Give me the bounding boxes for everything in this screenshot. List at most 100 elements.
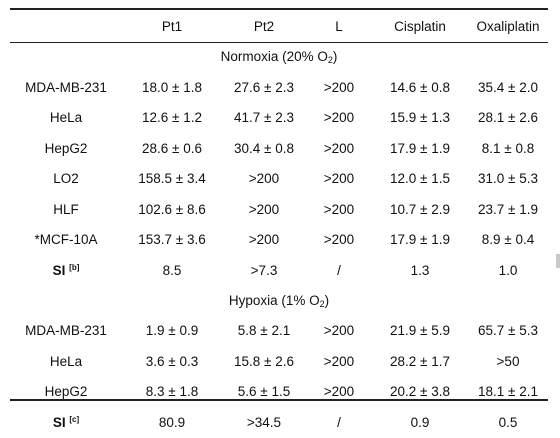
si-row: SI [b] 8.5 >7.3 / 1.3 1.0 xyxy=(10,255,548,286)
table-row: LO2 158.5 ± 3.4 >200 >200 12.0 ± 1.5 31.0 ± 5… xyxy=(10,164,548,195)
table-cell: 102.6 ± 8.6 xyxy=(138,201,206,217)
section-hypoxia-title: Hypoxia (1% O2) xyxy=(228,292,330,309)
table-row: HepG2 8.3 ± 1.8 5.6 ± 1.5 >200 20.2 ± 3.8 18.… xyxy=(10,377,548,408)
row-label: MDA-MB-231 xyxy=(25,323,107,339)
table-cell: >200 xyxy=(248,232,280,248)
table-cell: 5.8 ± 2.1 xyxy=(237,323,291,339)
table-cell: 12.0 ± 1.5 xyxy=(390,171,450,187)
si-cell: >7.3 xyxy=(250,262,278,278)
table-cell: 28.2 ± 1.7 xyxy=(390,353,450,369)
si-label: SI [b] xyxy=(10,255,122,286)
si-footnote-mark: [c] xyxy=(69,414,80,424)
table-cell: 65.7 ± 5.3 xyxy=(478,323,538,339)
table-cell: >200 xyxy=(248,171,280,187)
table-cell: >200 xyxy=(323,353,355,369)
header-rule xyxy=(10,42,548,43)
data-table-document: Pt1 Pt2 L Cisplatin Oxaliplatin Normoxia… xyxy=(10,8,560,430)
header-cisplatin: Cisplatin xyxy=(394,18,446,34)
table-cell: 28.6 ± 0.6 xyxy=(142,140,202,156)
si-cell: >34.5 xyxy=(246,414,282,430)
table-cell: 10.7 ± 2.9 xyxy=(390,201,450,217)
table-cell: >200 xyxy=(323,171,355,187)
table-row: *MCF-10A 153.7 ± 3.6 >200 >200 17.9 ± 1.9 8.9… xyxy=(10,225,548,256)
table-cell: >200 xyxy=(248,201,280,217)
table-cell: 23.7 ± 1.9 xyxy=(478,201,538,217)
header-oxaliplatin: Oxaliplatin xyxy=(476,18,540,34)
row-label: *MCF-10A xyxy=(34,232,98,248)
table-row: MDA-MB-231 1.9 ± 0.9 5.8 ± 2.1 >200 21.9 ± 5… xyxy=(10,316,548,347)
table-cell: 21.9 ± 5.9 xyxy=(390,323,450,339)
header-pt2: Pt2 xyxy=(253,18,275,34)
si-cell: 80.9 xyxy=(158,414,186,430)
hypoxia-rows: MDA-MB-231 1.9 ± 0.9 5.8 ± 2.1 >200 21.9 ± 5… xyxy=(10,316,548,438)
table-row: HeLa 3.6 ± 0.3 15.8 ± 2.6 >200 28.2 ± 1.7 >50 xyxy=(10,346,548,377)
table-header-row: Pt1 Pt2 L Cisplatin Oxaliplatin xyxy=(10,10,548,42)
header-blank xyxy=(10,10,122,42)
table-cell: >200 xyxy=(323,110,355,126)
table-cell: >200 xyxy=(323,79,355,95)
table-cell: >200 xyxy=(323,384,355,400)
si-label-text: SI xyxy=(52,414,66,430)
table-cell: 5.6 ± 1.5 xyxy=(237,384,291,400)
table-cell: 35.4 ± 2.0 xyxy=(478,79,538,95)
table-cell: >50 xyxy=(496,353,520,369)
section-normoxia-row: Normoxia (20% O2) xyxy=(10,42,548,72)
table-cell: 20.2 ± 3.8 xyxy=(390,384,450,400)
table-cell: 17.9 ± 1.9 xyxy=(390,140,450,156)
section-normoxia-title: Normoxia (20% O2) xyxy=(220,49,338,65)
table-cell: 31.0 ± 5.3 xyxy=(478,171,538,187)
si-cell: / xyxy=(337,262,341,278)
ic50-table: Pt1 Pt2 L Cisplatin Oxaliplatin Normoxia… xyxy=(10,10,548,438)
bottom-rule xyxy=(10,399,548,401)
top-rule xyxy=(10,8,548,10)
table-row: MDA-MB-231 18.0 ± 1.8 27.6 ± 2.3 >200 14.6 ±… xyxy=(10,72,548,103)
row-label: HeLa xyxy=(49,353,83,369)
table-cell: 15.8 ± 2.6 xyxy=(234,353,294,369)
table-cell: >200 xyxy=(323,140,355,156)
header-l: L xyxy=(335,18,343,34)
table-cell: 12.6 ± 1.2 xyxy=(142,110,202,126)
table-cell: 18.1 ± 2.1 xyxy=(478,384,538,400)
row-label: LO2 xyxy=(53,171,79,187)
table-cell: >200 xyxy=(323,201,355,217)
si-row: SI [c] 80.9 >34.5 / 0.9 0.5 xyxy=(10,407,548,438)
table-cell: 158.5 ± 3.4 xyxy=(138,171,206,187)
si-footnote-mark: [b] xyxy=(69,262,80,272)
table-cell: 8.1 ± 0.8 xyxy=(481,140,535,156)
row-label: HLF xyxy=(53,201,79,217)
si-cell: 0.5 xyxy=(498,414,518,430)
scroll-marker xyxy=(556,254,560,268)
table-cell: 18.0 ± 1.8 xyxy=(142,79,202,95)
table-cell: 41.7 ± 2.3 xyxy=(234,110,294,126)
row-label: HepG2 xyxy=(44,384,88,400)
normoxia-rows: MDA-MB-231 18.0 ± 1.8 27.6 ± 2.3 >200 14.6 ±… xyxy=(10,72,548,286)
si-cell: 8.5 xyxy=(162,262,182,278)
section-hypoxia-row: Hypoxia (1% O2) xyxy=(10,286,548,316)
table-cell: 28.1 ± 2.6 xyxy=(478,110,538,126)
table-cell: 1.9 ± 0.9 xyxy=(145,323,199,339)
table-cell: 14.6 ± 0.8 xyxy=(390,79,450,95)
row-label: HeLa xyxy=(49,110,83,126)
row-label: MDA-MB-231 xyxy=(25,79,107,95)
si-label: SI [c] xyxy=(10,407,122,438)
si-cell: 1.3 xyxy=(410,262,430,278)
si-cell: 0.9 xyxy=(410,414,430,430)
si-cell: / xyxy=(337,414,341,430)
table-cell: 15.9 ± 1.3 xyxy=(390,110,450,126)
si-label-text: SI xyxy=(52,262,66,278)
table-row: HepG2 28.6 ± 0.6 30.4 ± 0.8 >200 17.9 ± 1.9 8… xyxy=(10,133,548,164)
table-row: HLF 102.6 ± 8.6 >200 >200 10.7 ± 2.9 23.7 ± 1… xyxy=(10,194,548,225)
table-cell: 3.6 ± 0.3 xyxy=(145,353,199,369)
table-cell: 27.6 ± 2.3 xyxy=(234,79,294,95)
table-cell: 17.9 ± 1.9 xyxy=(390,232,450,248)
table-cell: >200 xyxy=(323,232,355,248)
table-cell: 8.3 ± 1.8 xyxy=(145,384,199,400)
row-label: HepG2 xyxy=(44,140,88,156)
table-cell: 30.4 ± 0.8 xyxy=(234,140,294,156)
table-cell: 8.9 ± 0.4 xyxy=(481,232,535,248)
table-row: HeLa 12.6 ± 1.2 41.7 ± 2.3 >200 15.9 ± 1.3 28… xyxy=(10,103,548,134)
table-cell: 153.7 ± 3.6 xyxy=(138,232,206,248)
table-cell: >200 xyxy=(323,323,355,339)
si-cell: 1.0 xyxy=(498,262,518,278)
header-pt1: Pt1 xyxy=(161,18,183,34)
